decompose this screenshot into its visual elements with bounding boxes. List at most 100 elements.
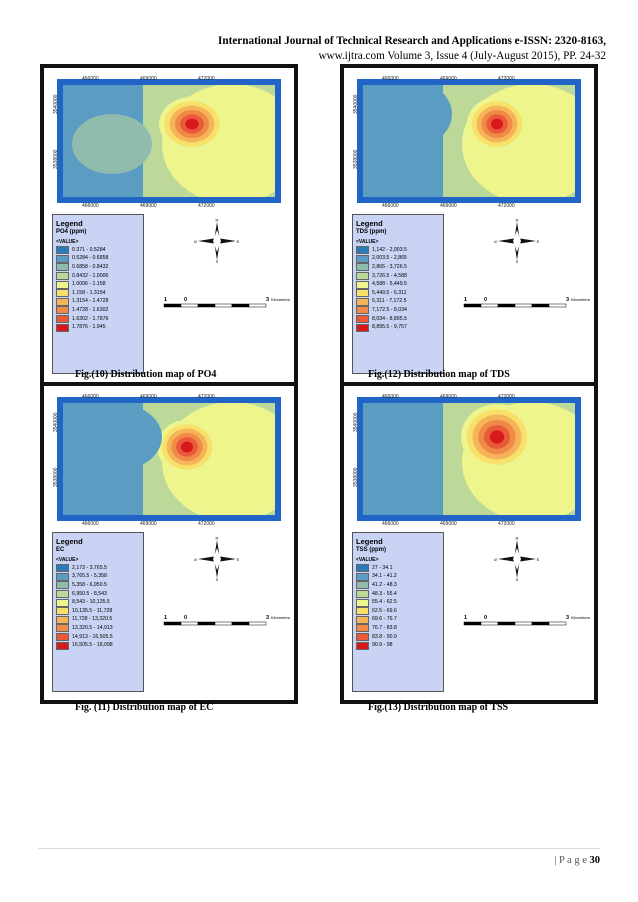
legend-swatch — [356, 272, 369, 281]
legend-class-label: 0.8432 - 1.0006 — [72, 272, 109, 279]
map-figure: 466000 469000 472000 466000 469000 472000 3540… — [340, 382, 598, 704]
legend-class-label: 48.3 - 55.4 — [372, 590, 397, 597]
figure-caption: Fig. (11) Distribution map of EC — [75, 702, 214, 713]
legend-class-label: 62.5 - 69.6 — [372, 607, 397, 614]
legend-class-label: 11,728 - 13,320.5 — [72, 616, 113, 623]
figure-caption: Fig.(10) Distribution map of PO4 — [75, 369, 217, 380]
legend-swatch — [356, 263, 369, 272]
legend-row: 69.6 - 76.7 — [356, 615, 440, 625]
legend-variable: TSS (ppm) — [356, 547, 386, 553]
north-arrow-icon: N S E W — [194, 536, 240, 582]
legend-class-label: 0.5284 - 0.6858 — [72, 255, 109, 262]
compass-letter: E — [537, 239, 540, 244]
top-tick-label: 469000 — [140, 394, 157, 400]
legend-row: 1.0006 - 1.158 — [56, 280, 140, 289]
legend-swatch — [56, 641, 69, 650]
legend-swatch — [56, 280, 69, 289]
legend-value-label: <VALUE> — [356, 239, 379, 245]
legend-row: 0.6858 - 0.8432 — [56, 263, 140, 272]
legend-class-label: 6,311 - 7,172.5 — [372, 298, 407, 305]
top-tick-label: 472000 — [498, 76, 515, 82]
bottom-tick-label: 472000 — [498, 521, 515, 526]
legend-row: 48.3 - 55.4 — [356, 590, 440, 599]
legend-class-label: 1.158 - 1.3154 — [72, 289, 106, 296]
legend-swatch — [56, 306, 69, 315]
legend-swatch — [56, 607, 69, 616]
scale-tick-label: 0 — [184, 297, 187, 303]
legend-class-label: 3,765.5 - 5,358 — [72, 573, 107, 580]
legend-class-label: 69.6 - 76.7 — [372, 616, 397, 623]
legend-row: 2,173 - 3,765.5 — [56, 564, 140, 573]
bottom-tick-label: 472000 — [198, 521, 215, 526]
legend-class-label: 4,588 - 5,449.5 — [372, 281, 407, 288]
legend-row: 0.5284 - 0.6858 — [56, 254, 140, 264]
legend-title: Legend — [356, 537, 383, 546]
top-tick-label: 466000 — [82, 76, 99, 82]
scale-tick-label: 3 — [266, 297, 269, 303]
legend-swatch — [356, 633, 369, 642]
compass-letter: E — [537, 557, 540, 562]
legend-class-label: 0.371 - 0.5284 — [72, 246, 106, 253]
page-prefix: | P a g e — [554, 855, 590, 866]
legend-swatch — [56, 564, 69, 573]
legend-row: 76.7 - 83.8 — [356, 624, 440, 633]
legend-class-label: 2,173 - 3,765.5 — [72, 564, 107, 571]
legend-class-label: 8,034 - 8,895.5 — [372, 315, 407, 322]
footer-divider — [38, 848, 600, 849]
legend-swatch — [56, 633, 69, 642]
legend-row: 83.8 - 90.9 — [356, 633, 440, 642]
legend-swatch — [56, 297, 69, 306]
legend-class-label: 34.1 - 41.2 — [372, 573, 397, 580]
scale-unit: Kilometers — [571, 615, 590, 620]
legend-row: 41.2 - 48.3 — [356, 581, 440, 590]
legend-swatch — [356, 254, 369, 263]
journal-header: International Journal of Technical Resea… — [0, 34, 638, 64]
top-tick-label: 469000 — [140, 76, 157, 82]
top-tick-label: 472000 — [198, 76, 215, 82]
top-tick-label: 472000 — [198, 394, 215, 400]
legend-swatch — [356, 323, 369, 332]
legend-row: 55.4 - 62.5 — [356, 598, 440, 607]
bottom-tick-label: 466000 — [82, 203, 99, 208]
legend-swatch — [356, 564, 369, 573]
legend-swatch — [56, 246, 69, 255]
map-figure: 466000 469000 472000 466000 469000 472000 3540… — [40, 382, 298, 704]
legend-row: 16,505.5 - 18,098 — [56, 641, 140, 650]
legend-class-label: 8,895.5 - 9,757 — [372, 324, 407, 331]
legend-swatch — [356, 289, 369, 298]
scale-tick-label: 0 — [484, 615, 487, 621]
figure-caption: Fig.(13) Distribution map of TSS — [368, 702, 509, 713]
side-tick-label: 3540000 — [53, 412, 59, 432]
legend-swatch — [56, 598, 69, 607]
side-tick-label: 3538000 — [53, 467, 59, 487]
legend-class-label: 10,135.5 - 11,728 — [72, 607, 113, 614]
legend-row: 5,358 - 6,950.5 — [56, 581, 140, 590]
legend-swatch — [56, 289, 69, 298]
bottom-tick-label: 472000 — [198, 203, 215, 208]
compass-letter: S — [216, 577, 219, 582]
legend-swatch — [56, 624, 69, 633]
legend-row: 1.7876 - 1.945 — [56, 323, 140, 332]
side-tick-label: 3538000 — [353, 467, 359, 487]
compass-letter: N — [216, 218, 219, 223]
legend-title: Legend — [56, 219, 83, 228]
legend-variable: PO4 (ppm) — [56, 229, 87, 235]
legend-row: 27 - 34.1 — [356, 564, 440, 573]
figure-caption: Fig.(12) Distribution map of TDS — [368, 369, 510, 380]
map-figure: 466000 469000 472000 466000 469000 472000 3540… — [340, 64, 598, 386]
compass-letter: W — [494, 239, 497, 244]
legend-row: 4,588 - 5,449.5 — [356, 280, 440, 289]
legend-class-label: 1.4728 - 1.6302 — [72, 306, 109, 313]
bottom-tick-label: 466000 — [382, 521, 399, 526]
legend-row: 1.4728 - 1.6302 — [56, 306, 140, 315]
bottom-tick-label: 466000 — [382, 203, 399, 208]
legend-title: Legend — [356, 219, 383, 228]
legend-row: 7,172.5 - 8,034 — [356, 306, 440, 315]
legend-value-label: <VALUE> — [56, 239, 79, 245]
legend-swatch — [356, 590, 369, 599]
legend-class-label: 0.6858 - 0.8432 — [72, 263, 109, 270]
legend-class-label: 1.6302 - 1.7876 — [72, 315, 109, 322]
legend: Legend TDS (ppm) <VALUE> 1,142 - 2,003.5 2,0… — [352, 214, 444, 374]
distribution-map: 466000 469000 472000 466000 469000 472000 3540… — [52, 392, 286, 526]
legend-row: 1.158 - 1.3154 — [56, 289, 140, 298]
